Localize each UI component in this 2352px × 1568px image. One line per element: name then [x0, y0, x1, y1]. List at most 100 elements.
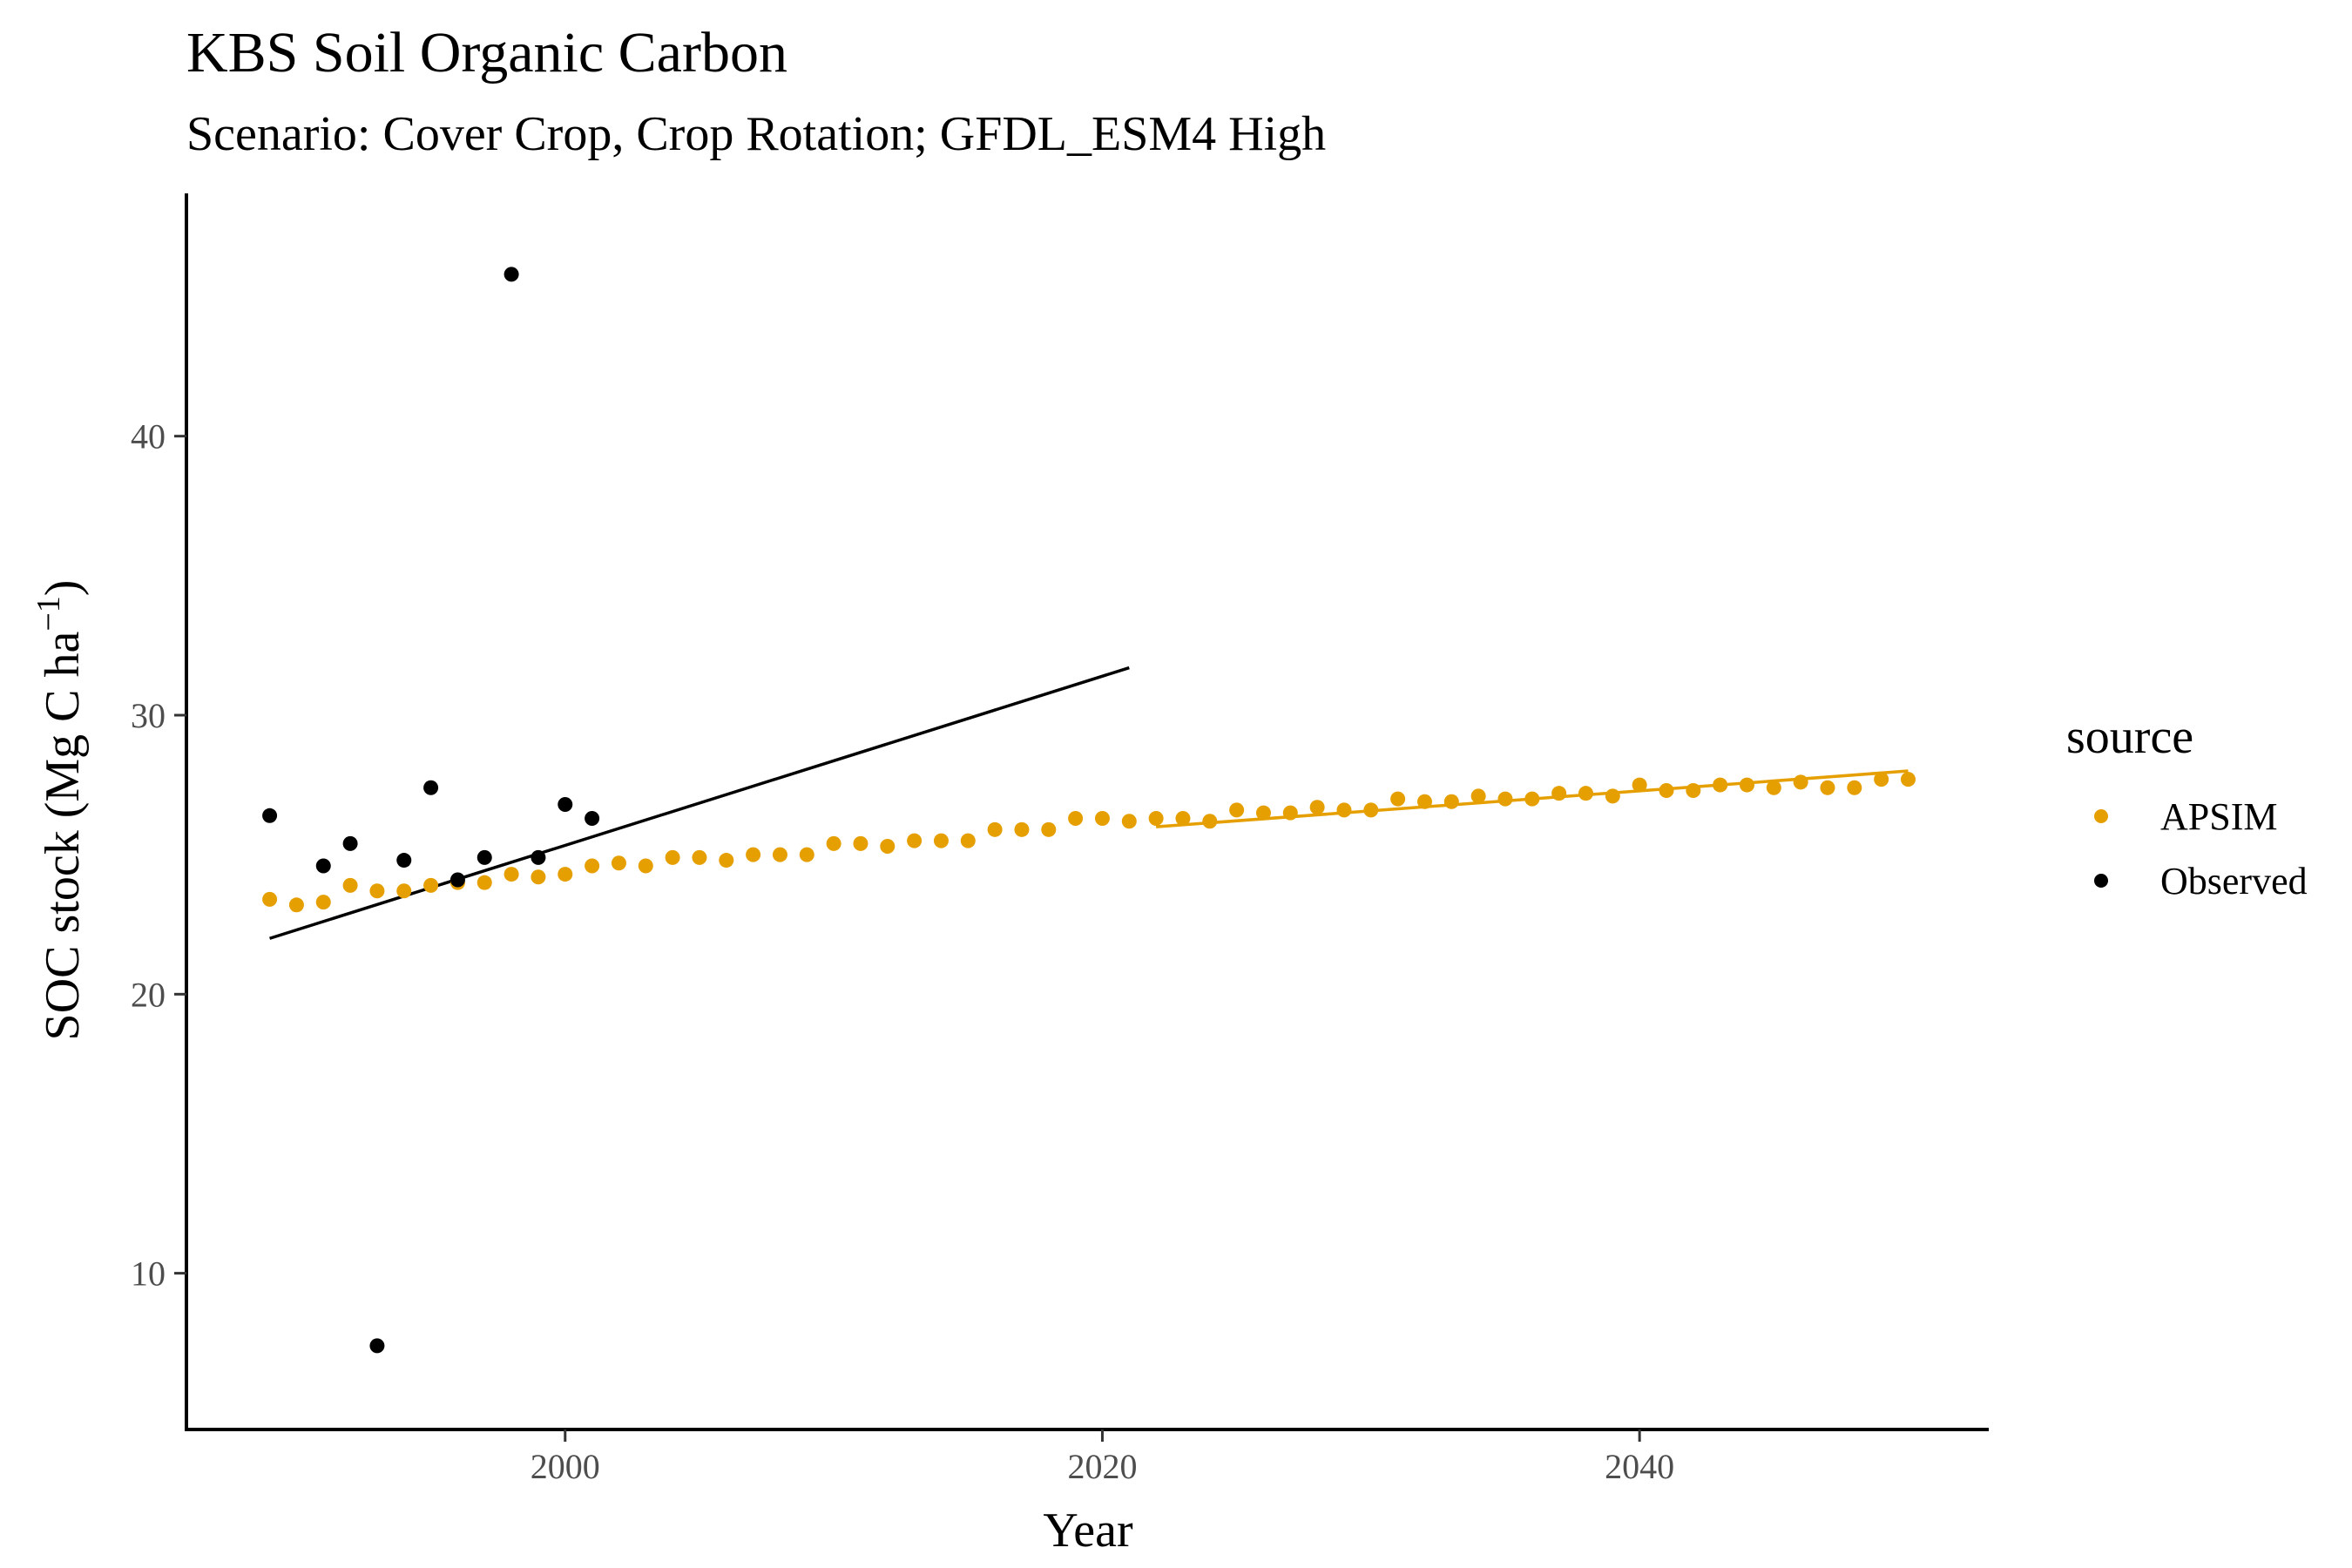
- data-point-apsim: [1713, 777, 1728, 793]
- data-point-apsim: [1739, 777, 1754, 793]
- data-point-apsim: [933, 833, 949, 848]
- data-point-observed: [476, 849, 492, 865]
- trendline-observed: [269, 666, 1130, 940]
- data-point-observed: [504, 267, 519, 282]
- data-point-apsim: [1282, 805, 1298, 821]
- data-point-apsim: [423, 877, 439, 893]
- y-tick-label: 10: [131, 1254, 166, 1294]
- legend-key-observed: [2094, 874, 2108, 888]
- data-point-apsim: [504, 867, 519, 882]
- data-point-apsim: [1605, 788, 1620, 804]
- data-point-apsim: [1793, 774, 1808, 790]
- legend-label-observed: Observed: [2160, 860, 2308, 902]
- data-point-apsim: [1847, 780, 1862, 795]
- data-point-apsim: [262, 891, 278, 907]
- data-point-observed: [449, 872, 465, 888]
- data-point-apsim: [558, 867, 573, 882]
- data-point-observed: [369, 1338, 385, 1354]
- chart-title: KBS Soil Organic Carbon: [186, 21, 787, 84]
- y-tick-label: 30: [131, 696, 166, 735]
- x-tick-label: 2000: [531, 1447, 600, 1486]
- data-point-apsim: [907, 833, 923, 848]
- data-point-apsim: [611, 855, 626, 871]
- data-point-apsim: [1363, 802, 1379, 818]
- data-point-apsim: [369, 883, 385, 899]
- data-point-apsim: [1820, 780, 1835, 795]
- data-point-apsim: [880, 839, 896, 855]
- data-point-apsim: [315, 895, 331, 910]
- chart-subtitle: Scenario: Cover Crop, Crop Rotation; GFD…: [186, 107, 1326, 161]
- data-point-observed: [342, 835, 358, 851]
- data-point-apsim: [1900, 772, 1916, 787]
- data-point-apsim: [1766, 780, 1781, 795]
- data-point-apsim: [1202, 814, 1218, 829]
- data-point-apsim: [531, 869, 546, 885]
- data-point-apsim: [746, 847, 761, 862]
- x-tick-label: 2020: [1067, 1447, 1137, 1486]
- data-point-apsim: [1229, 802, 1245, 818]
- data-point-apsim: [1416, 794, 1432, 809]
- data-point-apsim: [1874, 772, 1889, 787]
- series-observed: [262, 267, 600, 1354]
- data-point-apsim: [1390, 791, 1406, 807]
- data-point-apsim: [1470, 788, 1486, 804]
- legend-label-apsim: APSIM: [2160, 795, 2278, 838]
- data-point-apsim: [1524, 791, 1540, 807]
- data-point-apsim: [1255, 805, 1271, 821]
- data-point-observed: [531, 849, 546, 865]
- y-tick-label: 20: [131, 975, 166, 1014]
- data-point-apsim: [585, 858, 600, 874]
- y-axis-ticks: 10 20 30 40: [131, 417, 186, 1294]
- data-point-apsim: [638, 858, 653, 874]
- y-tick-label: 40: [131, 417, 166, 456]
- data-point-apsim: [1659, 782, 1674, 798]
- data-point-apsim: [1443, 794, 1459, 809]
- data-point-apsim: [826, 835, 841, 851]
- data-point-apsim: [1336, 802, 1352, 818]
- data-point-apsim: [1551, 786, 1567, 801]
- data-point-apsim: [1686, 782, 1701, 798]
- data-point-apsim: [987, 821, 1003, 837]
- legend: source APSIM Observed: [2066, 710, 2308, 902]
- data-point-apsim: [665, 849, 680, 865]
- data-point-apsim: [288, 897, 304, 913]
- data-point-observed: [396, 853, 412, 868]
- data-point-apsim: [1121, 814, 1137, 829]
- data-point-apsim: [1014, 821, 1030, 837]
- data-point-observed: [585, 811, 600, 827]
- data-point-apsim: [476, 875, 492, 890]
- x-axis-title: Year: [1043, 1504, 1133, 1558]
- y-axis-title-main: SOC stock (Mg C ha: [36, 632, 90, 1041]
- x-tick-label: 2040: [1605, 1447, 1674, 1486]
- data-point-observed: [262, 808, 278, 823]
- y-axis-title-close: ): [36, 580, 90, 597]
- plot-area: [262, 267, 1916, 1354]
- trendline-layer: [269, 666, 1909, 940]
- data-point-apsim: [1175, 811, 1191, 827]
- points-layer: [262, 267, 1916, 1354]
- data-point-apsim: [1632, 777, 1647, 793]
- y-axis-title-superscript: −1: [30, 596, 67, 631]
- data-point-observed: [558, 796, 573, 812]
- data-point-apsim: [396, 883, 412, 899]
- x-axis-ticks: 2000 2020 2040: [531, 1429, 1674, 1486]
- data-point-apsim: [1094, 811, 1110, 827]
- data-point-apsim: [960, 833, 976, 848]
- data-point-apsim: [1148, 811, 1164, 827]
- data-point-apsim: [719, 853, 734, 868]
- data-point-apsim: [1041, 821, 1057, 837]
- data-point-apsim: [1068, 811, 1084, 827]
- data-point-apsim: [772, 847, 787, 862]
- data-point-apsim: [799, 847, 814, 862]
- data-point-observed: [423, 780, 439, 795]
- data-point-observed: [315, 858, 331, 874]
- data-point-apsim: [1497, 791, 1513, 807]
- legend-title: source: [2066, 710, 2193, 764]
- data-point-apsim: [853, 835, 868, 851]
- legend-key-apsim: [2094, 809, 2108, 823]
- series-apsim: [262, 772, 1916, 913]
- data-point-apsim: [692, 849, 707, 865]
- data-point-apsim: [342, 877, 358, 893]
- data-point-apsim: [1309, 800, 1325, 815]
